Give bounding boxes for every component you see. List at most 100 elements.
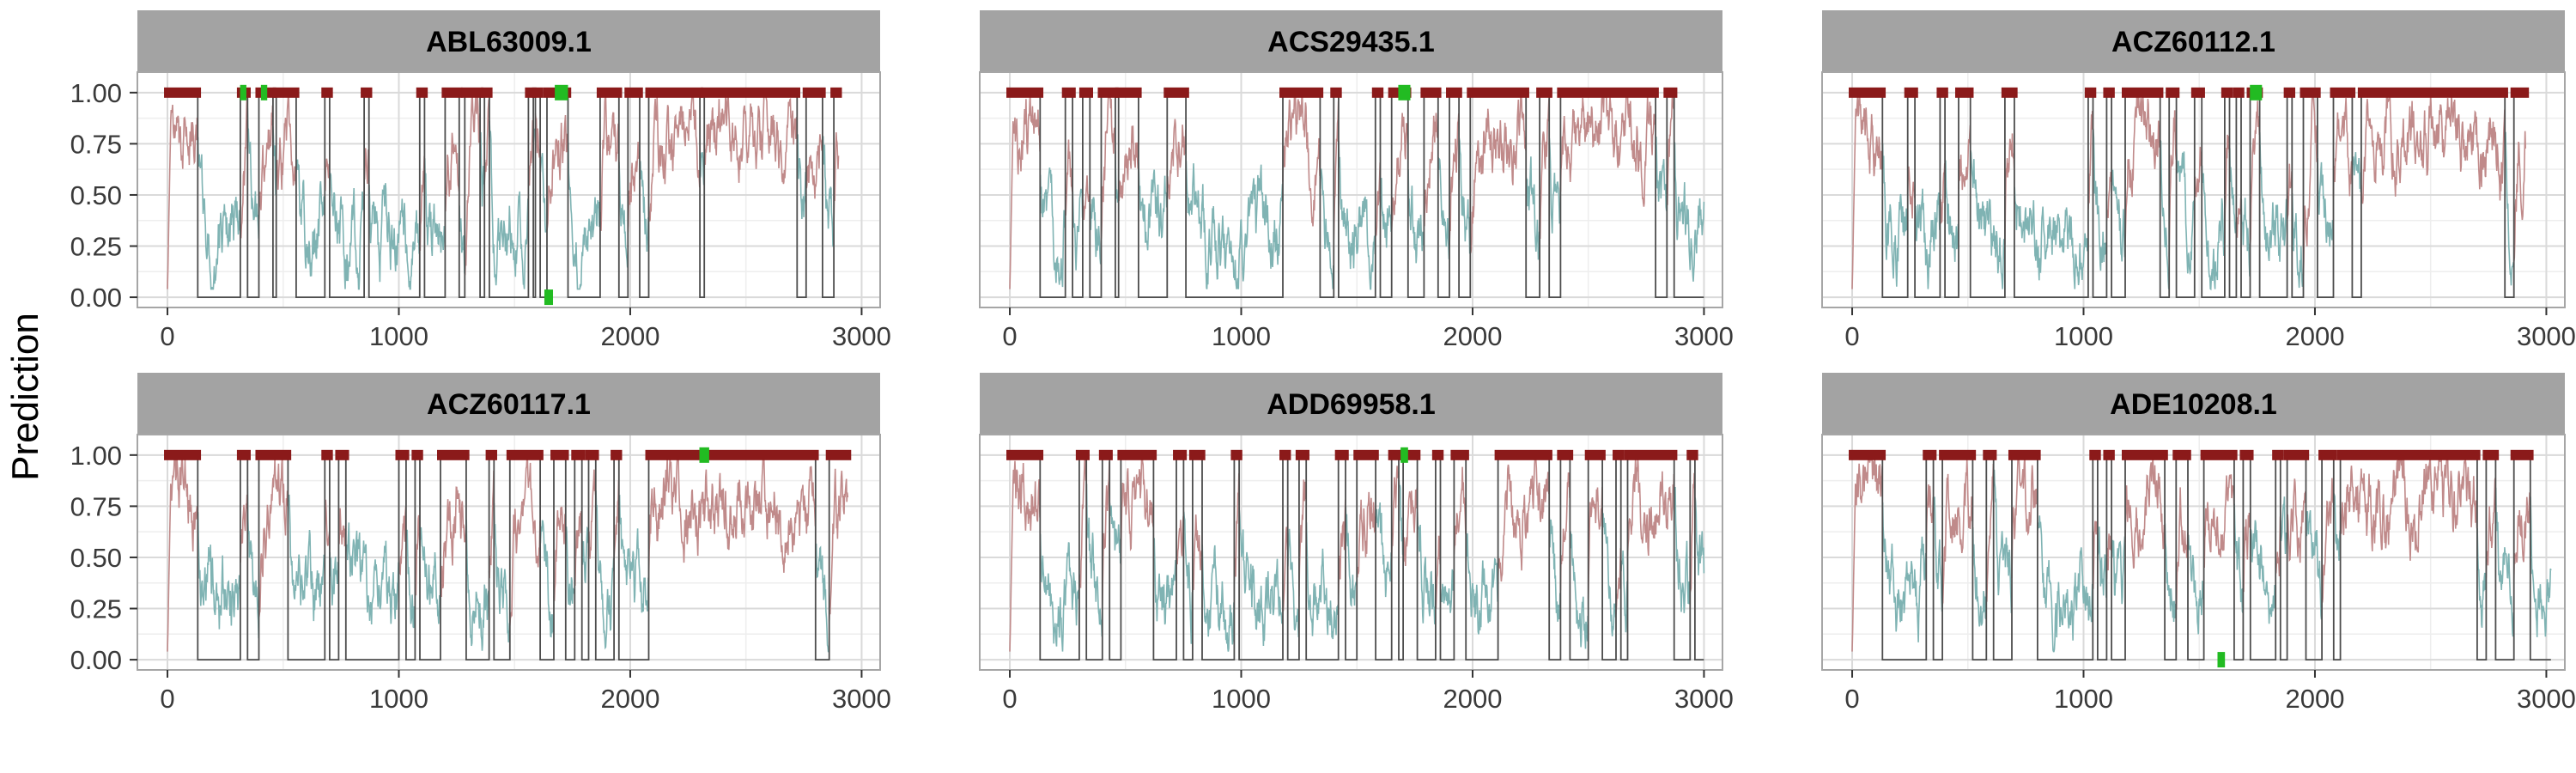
x-tick-label: 1000 [1212,321,1271,351]
positive-residue-marker [1388,449,1402,460]
y-tick-label: 0.50 [70,543,122,573]
facet-panel: ABL63009.1 0.00 0.25 0.50 0.75 1.00 0 1000 2000 3… [70,10,891,351]
epitope-marker [1400,447,1408,463]
positive-residue-marker [2008,449,2041,460]
facet-strip-title: ACZ60112.1 [2111,26,2275,58]
positive-residue-marker [1849,87,1886,98]
positive-residue-marker [2336,449,2481,460]
facet-grid: ABL63009.1 0.00 0.25 0.50 0.75 1.00 0 1000 2000 3… [70,10,2576,714]
facet-strip [980,10,1722,72]
positive-residue-marker [2510,87,2530,98]
positive-residue-marker [1230,449,1242,460]
x-tick-label: 2000 [600,684,659,714]
epitope-marker [1398,84,1411,100]
y-tick-label: 0.75 [70,129,122,159]
facet-strip [137,10,880,72]
positive-residue-marker [1904,87,1918,98]
epitope-marker [2217,652,2226,668]
y-tick-label: 0.25 [70,594,122,624]
panel-border [1821,71,2566,308]
facet-strip-title: ABL63009.1 [426,26,592,58]
positive-residue-marker [2200,449,2238,460]
positive-residue-marker [1983,449,1997,460]
facet-strip-title: ACZ60117.1 [427,388,591,421]
positive-residue-marker [1279,87,1324,98]
positive-residue-marker [2283,449,2310,460]
x-tick-label: 0 [1844,684,1859,714]
positive-residue-marker [1939,449,1977,460]
x-tick-label: 0 [160,684,174,714]
prediction-line-negative [1039,137,1705,290]
facet-panel: ACZ60112.1 0 1000 2000 3000 [1821,10,2576,351]
plot-area [1006,447,1705,660]
x-tick-label: 2000 [2285,684,2344,714]
positive-residue-marker [1613,449,1625,460]
facet-panel: ADE10208.1 0 1000 2000 3000 [1821,373,2576,714]
positive-residue-marker [411,449,423,460]
prediction-line-positive [1851,456,2531,652]
positive-residue-marker [571,449,586,460]
facet-strip [1822,10,2565,72]
positive-residue-marker [2190,87,2205,98]
positive-residue-marker [335,449,349,460]
plot-area [164,84,842,306]
positive-residue-marker [441,87,463,98]
positive-residue-marker [2239,449,2254,460]
positive-residue-marker [2089,449,2101,460]
positive-residue-marker [461,87,483,98]
epitope-marker [544,289,554,306]
positive-residue-marker [2318,449,2337,460]
positive-residue-marker [701,87,800,98]
positive-residue-marker [611,449,623,460]
prediction-line-negative [197,485,829,653]
prediction-line-negative [1881,128,2514,291]
epitope-marker [699,447,709,463]
positive-residue-marker [624,87,643,98]
positive-residue-marker [2103,87,2115,98]
positive-residue-marker [1624,449,1678,460]
positive-residue-marker [1188,449,1206,460]
positive-residue-marker [395,449,410,460]
facet-strip-title: ACS29435.1 [1267,26,1435,58]
plot-area [1849,449,2552,668]
facet-strip-title: ADE10208.1 [2110,388,2277,421]
prediction-line-positive [167,456,849,652]
positive-residue-marker [2233,87,2245,98]
y-tick-label: 1.00 [70,78,122,108]
positive-residue-marker [1006,449,1044,460]
positive-residue-marker [255,449,292,460]
positive-residue-marker [802,87,826,98]
positive-residue-marker [2084,87,2097,98]
facet-strip [1822,373,2565,435]
positive-residue-marker [1117,449,1157,460]
positive-residue-marker [1115,87,1142,98]
prediction-line-positive [167,92,840,289]
positive-residue-marker [1450,449,1469,460]
positive-residue-marker [1467,87,1529,98]
prediction-line-positive [1009,92,1675,289]
positive-residue-marker [1173,449,1188,460]
epitope-marker [260,84,268,100]
x-tick-label: 3000 [2517,321,2576,351]
prediction-line-negative [197,107,835,290]
positive-residue-marker [2330,87,2356,98]
facet-strip-title: ADD69958.1 [1267,388,1436,421]
prediction-line-positive [1009,455,1696,652]
panel-border [979,434,1723,671]
positive-residue-marker [164,449,202,460]
positive-residue-marker [2300,87,2321,98]
positive-residue-marker [2122,449,2168,460]
y-tick-label: 0.25 [70,232,122,262]
positive-residue-marker [585,449,599,460]
positive-residue-marker [1849,449,1886,460]
plot-area [164,447,852,660]
positive-residue-marker [1097,87,1119,98]
positive-residue-marker [645,449,819,460]
positive-residue-marker [2272,449,2284,460]
positive-residue-marker [2001,87,2018,98]
facet-panel: ACZ60117.1 0.00 0.25 0.50 0.75 1.00 0 1000 2000 3… [70,373,891,714]
positive-residue-marker [1663,87,1678,98]
predicted-class-line [1852,453,2551,660]
facet-strip [980,373,1722,435]
